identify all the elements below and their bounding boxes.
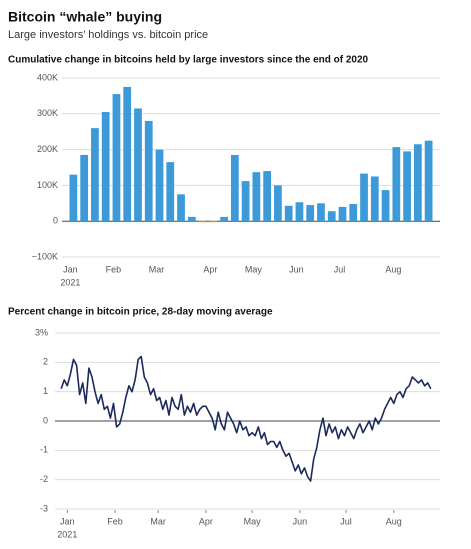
x-sublabel: 2021 [57,529,77,539]
chart-title: Percent change in bitcoin price, 28-day … [8,307,273,318]
x-tick-label: Apr [203,264,217,274]
bar [220,216,228,222]
bar [413,144,422,222]
bar [123,86,132,222]
bar [317,203,325,222]
bar [327,211,336,222]
bar [91,128,99,222]
bar [198,221,207,223]
y-tick-label: -1 [40,445,48,455]
bar [403,151,411,222]
bar [284,205,293,222]
y-tick-label: 200K [37,144,58,154]
x-tick-label: Jan [63,264,78,274]
bar [230,154,239,222]
y-tick-label: 3% [35,327,48,337]
bar [338,206,347,222]
y-tick-label: 300K [37,108,58,118]
y-tick-label: −100K [32,251,58,261]
y-tick-label: 400K [37,72,58,82]
x-tick-label: Jul [340,516,352,526]
bar [209,221,218,223]
x-tick-label: Jul [334,264,346,274]
x-tick-label: Jun [293,516,308,526]
y-tick-label: 0 [53,216,58,226]
x-tick-label: Mar [149,264,165,274]
page-title: Bitcoin “whale” buying [8,9,162,25]
bar [166,162,175,222]
y-tick-label: -3 [40,503,48,513]
bar [392,147,401,222]
bar [69,174,78,222]
x-tick-label: Jun [289,264,304,274]
bar [134,108,142,222]
bar [295,202,304,222]
bar [241,181,250,222]
y-tick-label: 0 [43,415,48,425]
bar [101,112,110,222]
bar [187,216,196,222]
x-tick-label: Jan [60,516,75,526]
bar [177,194,185,222]
x-sublabel: 2021 [60,277,80,287]
y-tick-label: 2 [43,357,48,367]
bar [306,205,315,222]
bar [112,94,121,222]
bar [252,172,261,222]
y-tick-label: 100K [37,180,58,190]
bar [360,173,368,222]
bar [424,140,433,222]
x-tick-label: Apr [199,516,213,526]
chart-title: Cumulative change in bitcoins held by la… [8,55,369,66]
bar [263,171,272,222]
bar [80,154,89,222]
bar [155,149,164,222]
line [60,355,432,482]
x-tick-label: Mar [150,516,166,526]
x-tick-label: May [245,264,263,274]
x-tick-label: Feb [106,264,122,274]
bar [349,204,358,222]
bar [381,190,390,222]
x-tick-label: Aug [386,516,402,526]
page-subtitle: Large investors’ holdings vs. bitcoin pr… [8,29,208,41]
bar [274,185,282,222]
bar [370,176,379,222]
x-tick-label: Aug [385,264,401,274]
x-tick-label: May [244,516,262,526]
y-tick-label: 1 [43,386,48,396]
y-tick-label: -2 [40,474,48,484]
bar [144,120,153,222]
x-tick-label: Feb [107,516,123,526]
